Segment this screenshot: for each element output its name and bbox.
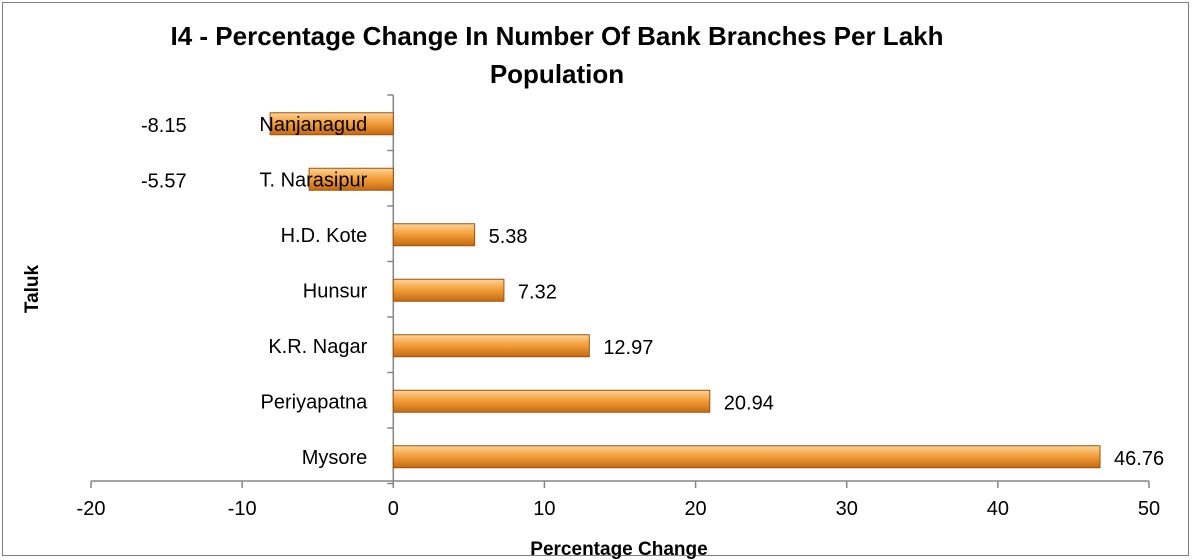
category-label: T. Narasipur: [259, 169, 367, 191]
category-label: Nanjanagud: [259, 114, 367, 136]
data-label: 12.97: [603, 337, 653, 359]
category-label: Hunsur: [303, 280, 368, 302]
bar-periyapatna: [392, 389, 711, 413]
bar-mysore: [392, 445, 1101, 469]
category-label: Mysore: [302, 447, 368, 469]
data-label: 5.38: [489, 226, 528, 248]
chart-title-line-1: I4 - Percentage Change In Number Of Bank…: [170, 21, 943, 51]
bar-hunsur: [392, 278, 505, 302]
x-tick-label: 40: [987, 498, 1009, 520]
data-label: 7.32: [518, 281, 557, 303]
x-tick-label: -20: [77, 498, 106, 520]
x-tick-label: 10: [533, 498, 555, 520]
x-tick-label: 0: [388, 498, 399, 520]
plot-area: -20 -10 0 10 20 30 40 50 Nanjanagud T. Narasipur H…: [77, 94, 1164, 520]
data-label: 46.76: [1114, 448, 1164, 470]
category-label: Periyapatna: [261, 391, 369, 413]
x-tick-label: 20: [684, 498, 706, 520]
bar-t-narasipur: [308, 167, 394, 191]
chart-title-line-2: Population: [490, 59, 624, 89]
bar-k-r-nagar: [392, 334, 590, 358]
bar-h-d-kote: [392, 223, 476, 247]
data-label: 20.94: [724, 392, 774, 414]
x-tick-label: 50: [1138, 498, 1160, 520]
data-label: -8.15: [141, 115, 187, 137]
x-tick-label: -10: [228, 498, 257, 520]
bar-nanjanagud: [269, 112, 394, 136]
x-axis-title: Percentage Change: [530, 539, 707, 560]
x-tick-label: 30: [836, 498, 858, 520]
y-axis-title: Taluk: [22, 264, 43, 313]
category-label: H.D. Kote: [281, 225, 368, 247]
data-label: -5.57: [141, 170, 187, 192]
category-label: K.R. Nagar: [268, 336, 367, 358]
